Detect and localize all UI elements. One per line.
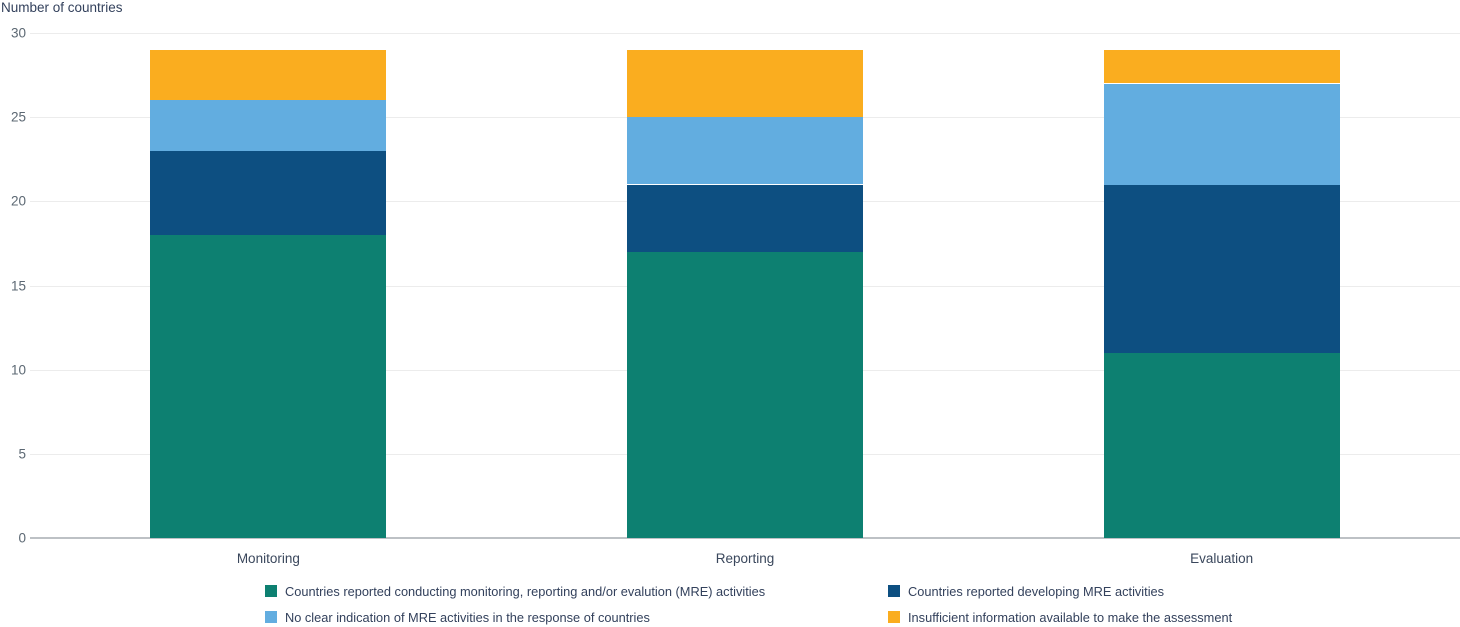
x-axis-category-label-reporting: Reporting [715,551,775,566]
x-axis-category-label-monitoring: Monitoring [236,551,300,566]
legend-swatch-icon [265,611,277,623]
legend-label: Countries reported conducting monitoring… [285,583,766,599]
y-axis-tick-label: 30 [10,25,26,41]
y-axis-tick-label: 25 [10,109,26,125]
legend-item-series-1[interactable]: Countries reported developing MRE activi… [888,583,1165,599]
x-axis-category-label-evaluation: Evaluation [1190,551,1254,566]
bar-segment-evaluation-series-1[interactable] [1103,184,1340,353]
bar-segment-evaluation-series-3[interactable] [1103,49,1340,84]
bar-segment-reporting-series-1[interactable] [627,184,863,252]
legend-item-series-2[interactable]: No clear indication of MRE activities in… [265,609,650,625]
bar-segment-evaluation-series-0[interactable] [1103,352,1340,538]
chart-title: Number of countries [1,0,123,15]
x-axis-line [30,537,1460,539]
bar-segment-monitoring-series-1[interactable] [150,150,387,235]
bar-segment-monitoring-series-2[interactable] [150,100,387,151]
legend-swatch-icon [265,585,277,597]
y-axis-tick-label: 20 [10,193,26,209]
bar-segment-reporting-series-0[interactable] [627,251,863,538]
bar-segment-reporting-series-3[interactable] [627,49,863,118]
bar-segment-monitoring-series-0[interactable] [150,235,387,538]
y-axis-tick-label: 15 [10,278,26,293]
y-axis-tick-label: 0 [18,530,26,546]
gridline [30,33,1460,34]
y-axis-tick-label: 5 [18,446,26,462]
legend-item-series-3[interactable]: Insufficient information available to ma… [888,609,1233,625]
legend-label: Insufficient information available to ma… [908,609,1233,625]
legend-swatch-icon [888,611,900,623]
bar-segment-monitoring-series-3[interactable] [150,49,387,101]
legend-label: No clear indication of MRE activities in… [285,609,650,625]
bar-segment-reporting-series-2[interactable] [627,117,863,185]
legend-label: Countries reported developing MRE activi… [908,583,1165,599]
legend-item-series-0[interactable]: Countries reported conducting monitoring… [265,583,766,599]
y-axis-tick-label: 10 [10,362,26,378]
bar-segment-evaluation-series-2[interactable] [1103,83,1340,185]
legend-swatch-icon [888,585,900,597]
